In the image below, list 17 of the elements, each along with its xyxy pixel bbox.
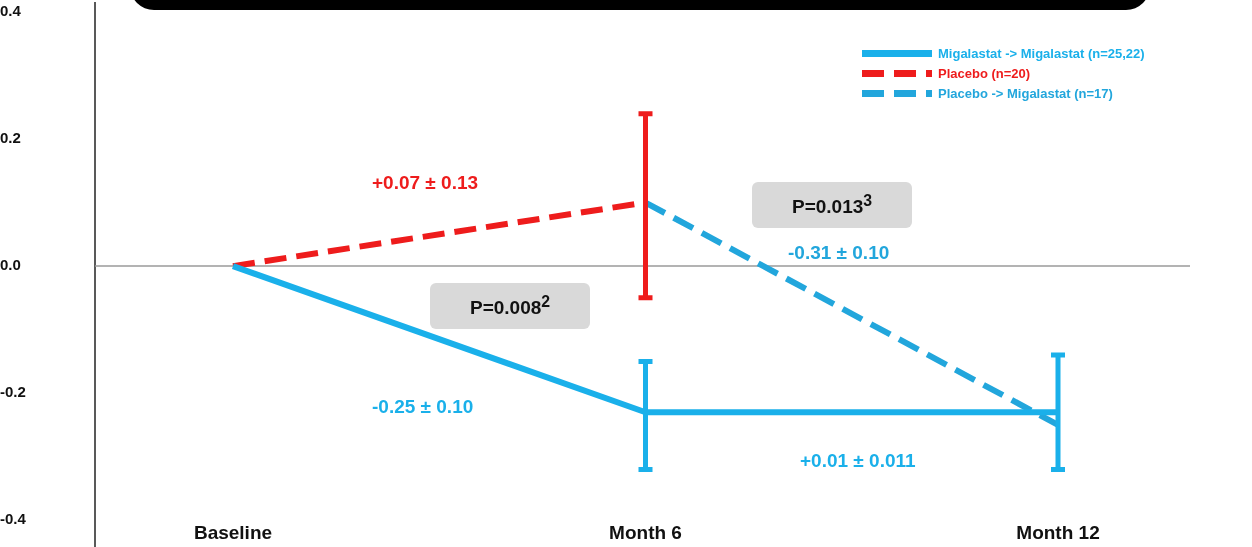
annotation: -0.25 ± 0.10: [372, 396, 474, 418]
annotation: +0.07 ± 0.13: [372, 172, 479, 194]
annotation: +0.01 ± 0.011: [800, 450, 916, 472]
x-tick-label: Baseline: [193, 521, 273, 543]
y-tick-label: -0.2: [0, 383, 26, 401]
y-tick-label: 0.4: [0, 2, 22, 20]
y-tick-label: -0.4: [0, 510, 27, 528]
x-tick-label: Month 6: [609, 521, 682, 543]
annotation: P=0.013$^{3}$: [792, 192, 873, 219]
text: Placebo -> Migalastat (n=17): [938, 86, 1113, 101]
annotation: -0.31 ± 0.10: [788, 242, 890, 264]
x-tick-label: Month 12: [1016, 521, 1100, 543]
y-tick-label: 0.0: [0, 256, 21, 274]
y-tick-label: 0.2: [0, 129, 21, 147]
text: Placebo (n=20): [938, 66, 1031, 81]
text: Migalastat -> Migalastat (n=25,22): [938, 46, 1145, 61]
annotation: P=0.008$^{2}$: [470, 293, 551, 320]
